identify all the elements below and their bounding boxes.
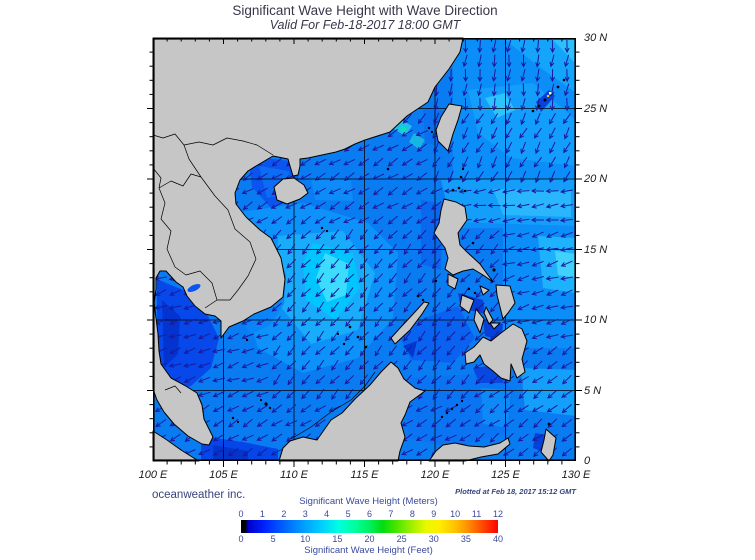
land-taiwan [435,103,463,152]
ryukyu-marker [549,92,552,95]
feet-tick-35: 35 [460,534,471,544]
wave-height-colorbar [241,520,498,533]
meters-tick-5: 5 [345,509,351,519]
lat-label-30N: 30 N [584,32,608,44]
feet-tick-5: 5 [270,534,276,544]
land-negros [473,308,485,334]
lon-label-110E: 110 E [280,469,308,481]
map-frame [153,38,576,461]
feet-tick-15: 15 [332,534,343,544]
meters-tick-10: 10 [450,509,461,519]
land-masbate [479,285,490,296]
meters-tick-12: 12 [492,509,503,519]
lat-label-20N: 20 N [584,173,608,185]
lon-label-115E: 115 E [350,469,379,481]
land-mindoro [447,273,459,290]
lat-label-5N: 5 N [584,384,602,397]
degree-ticks [147,38,582,467]
country-borders [152,133,376,440]
land-china-indochina [152,37,464,446]
land-panay [459,294,475,314]
islets [187,78,566,426]
lon-label-130E: 130 E [561,469,591,481]
meters-tick-11: 11 [471,509,482,519]
land-palawan [390,301,430,345]
meters-tick-3: 3 [302,509,308,519]
meters-tick-2: 2 [281,509,287,519]
land-hainan [273,177,309,205]
land-masses [152,37,557,462]
lon-label-125E: 125 E [491,469,520,481]
lon-label-105E: 105 E [209,469,238,481]
lat-label-25N: 25 N [584,102,608,115]
feet-tick-20: 20 [364,534,375,544]
map-area [147,37,582,467]
meters-tick-0: 0 [238,509,244,519]
credit-text: oceanweather inc. [152,489,246,501]
legend-title-meters: Significant Wave Height (Meters) [299,496,438,507]
land-borneo [278,361,426,462]
plotted-timestamp: Plotted at Feb 18, 2017 15:12 GMT [455,487,576,496]
meters-tick-9: 9 [431,509,437,519]
land-halmahera [540,428,557,462]
feet-tick-40: 40 [492,534,503,544]
lon-label-120E: 120 E [420,469,450,481]
land-luzon [433,198,494,283]
land-mindanao [464,323,528,382]
legend-title-feet: Significant Wave Height (Feet) [304,545,433,556]
land-bohol [489,322,501,330]
lon-label-100E: 100 E [138,469,168,481]
meters-tick-8: 8 [409,509,415,519]
feet-tick-25: 25 [396,534,407,544]
lat-label-10N: 10 N [584,314,608,326]
land-samar-leyte [495,284,516,320]
land-sulawesi [428,437,511,462]
feet-tick-0: 0 [238,534,244,544]
page-title: Significant Wave Height with Wave Direct… [232,3,498,18]
valid-time-subtitle: Valid For Feb-18-2017 18:00 GMT [269,18,461,32]
lat-label-0: 0 [584,455,591,467]
wave-height-map [147,37,582,467]
meters-tick-4: 4 [324,509,330,519]
feet-tick-30: 30 [428,534,439,544]
meters-tick-6: 6 [366,509,372,519]
meters-tick-7: 7 [388,509,394,519]
lat-label-15N: 15 N [584,243,608,256]
feet-tick-10: 10 [300,534,311,544]
land-cebu [483,306,494,325]
lake-tonle-sap [187,283,201,293]
meters-tick-1: 1 [259,509,265,519]
